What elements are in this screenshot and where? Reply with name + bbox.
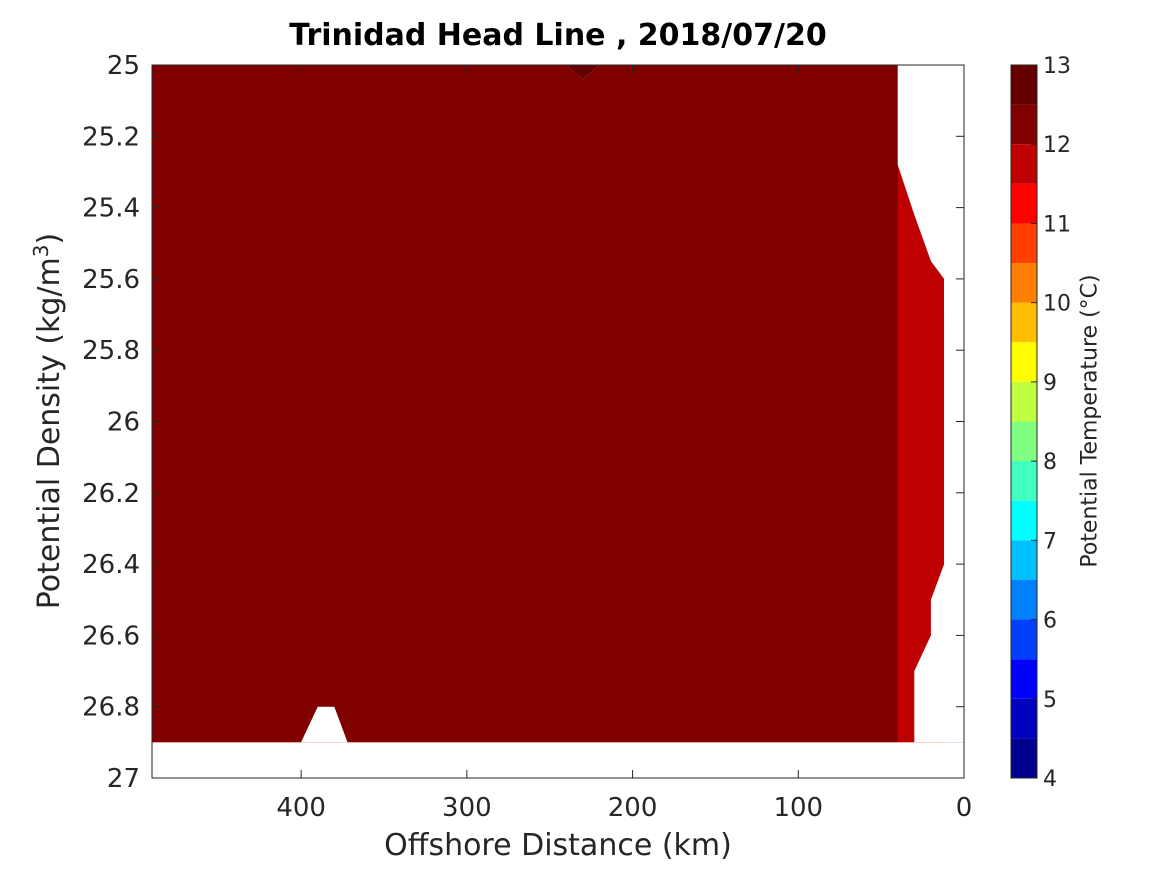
y-tick-label: 26.4	[82, 550, 140, 580]
colorbar: 4 5 6 7 8 9 10 11 12 13	[1010, 54, 1071, 792]
colorbar-tick-label: 10	[1043, 292, 1071, 317]
y-tick-label: 26.8	[82, 693, 140, 723]
colorbar-segment	[1011, 302, 1037, 343]
colorbar-segment	[1011, 461, 1037, 501]
data-gap-masks	[152, 65, 964, 778]
y-axis-label-suffix: )	[32, 232, 67, 245]
y-tick-label: 25.8	[82, 336, 140, 366]
colorbar-tick-label: 12	[1043, 133, 1071, 158]
colorbar-segment	[1011, 738, 1037, 778]
colorbar-segment	[1011, 223, 1037, 264]
y-axis-label: Potential Density (kg/m3)	[29, 233, 67, 609]
x-axis-ticks: 400 300 200 100 0	[276, 65, 972, 823]
y-tick-label: 26.6	[82, 621, 140, 651]
colorbar-segment	[1011, 263, 1037, 303]
chart-title: Trinidad Head Line , 2018/07/20	[289, 18, 827, 53]
contour-band-12-5	[152, 65, 898, 743]
sounding-gap-mask	[301, 706, 348, 743]
colorbar-tick-label: 5	[1043, 688, 1057, 713]
y-tick-label: 25.2	[82, 122, 140, 152]
y-axis-ticks: 25 25.2 25.4 25.6 25.8 26 26.2 26.4 26.6 26.8 27	[82, 51, 964, 794]
x-tick-label: 200	[608, 793, 658, 823]
x-tick-label: 0	[956, 793, 973, 823]
colorbar-tick-label: 8	[1043, 450, 1057, 475]
y-axis-label-text: Potential Density (kg/m	[32, 257, 67, 610]
colorbar-segment	[1011, 381, 1037, 422]
y-tick-label: 25.4	[82, 194, 140, 224]
colorbar-segment	[1011, 104, 1037, 145]
colorbar-tick-label: 11	[1043, 212, 1071, 237]
colorbar-segment	[1011, 65, 1037, 105]
y-tick-label: 27	[107, 764, 140, 794]
colorbar-tick-label: 7	[1043, 529, 1057, 554]
colorbar-segment	[1011, 183, 1037, 224]
colorbar-tick-label: 13	[1043, 54, 1071, 79]
colorbar-label: Potential Temperature (°C)	[1077, 274, 1103, 568]
colorbar-segment	[1011, 619, 1037, 660]
y-tick-label: 25	[107, 51, 140, 81]
colorbar-segment	[1011, 579, 1037, 620]
x-tick-label: 400	[276, 793, 326, 823]
y-axis-label-superscript: 3	[29, 244, 53, 258]
contour-bands	[152, 65, 964, 743]
colorbar-segment	[1011, 659, 1037, 699]
colorbar-segment	[1011, 342, 1037, 382]
colorbar-segment	[1011, 698, 1037, 739]
nearshore-gap-mask	[901, 65, 964, 743]
y-tick-label: 26.2	[82, 479, 140, 509]
colorbar-border	[1010, 64, 1038, 779]
x-tick-label: 100	[773, 793, 823, 823]
colorbar-segment	[1011, 540, 1037, 580]
y-tick-label: 25.6	[82, 265, 140, 295]
colorbar-segment	[1011, 500, 1037, 541]
below-data-mask	[152, 742, 964, 778]
colorbar-segment	[1011, 144, 1037, 184]
colorbar-tick-label: 4	[1043, 767, 1057, 792]
y-tick-label: 26	[107, 408, 140, 438]
colorbar-tick-label: 6	[1043, 609, 1057, 634]
colorbar-tick-label: 9	[1043, 371, 1057, 396]
colorbar-segment	[1011, 421, 1037, 462]
x-axis-label: Offshore Distance (km)	[384, 828, 732, 863]
x-tick-label: 300	[442, 793, 492, 823]
